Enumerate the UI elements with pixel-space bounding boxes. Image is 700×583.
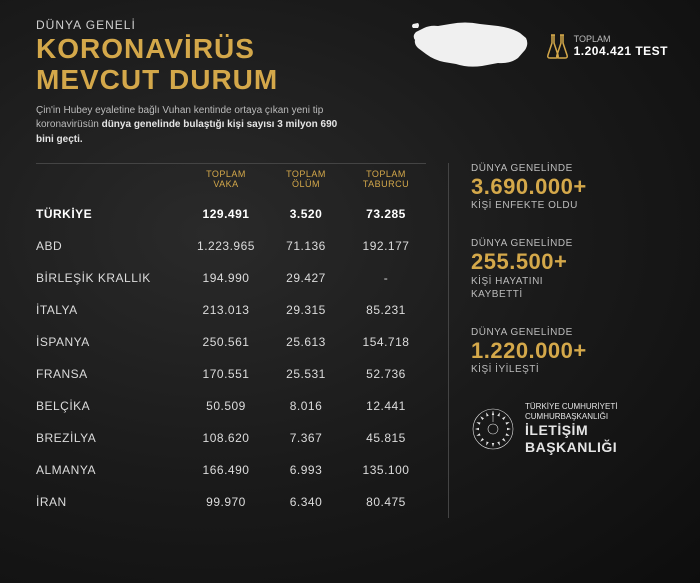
vertical-divider bbox=[448, 163, 449, 518]
stat-infected: DÜNYA GENELİNDE 3.690.000+ KİŞİ ENFEKTE … bbox=[471, 163, 668, 212]
td-deaths: 3.520 bbox=[266, 207, 346, 221]
subtitle: Çin'in Hubey eyaletine bağlı Vuhan kenti… bbox=[36, 104, 346, 148]
table-row: BİRLEŞİK KRALLIK194.99029.427- bbox=[36, 262, 426, 294]
td-discharged: 85.231 bbox=[346, 303, 426, 317]
td-cases: 170.551 bbox=[186, 367, 266, 381]
stat-recovered: DÜNYA GENELİNDE 1.220.000+ KİŞİ İYİLEŞTİ bbox=[471, 327, 668, 376]
td-cases: 129.491 bbox=[186, 207, 266, 221]
td-cases: 50.509 bbox=[186, 399, 266, 413]
logo-line-3: İLETİŞİM bbox=[525, 422, 617, 440]
td-country: İRAN bbox=[36, 495, 186, 509]
td-country: TÜRKİYE bbox=[36, 207, 186, 221]
td-discharged: 52.736 bbox=[346, 367, 426, 381]
seal-icon bbox=[471, 407, 515, 451]
title-line-1: KORONAVİRÜS bbox=[36, 33, 255, 64]
td-country: ABD bbox=[36, 239, 186, 253]
table-row: FRANSA170.55125.53152.736 bbox=[36, 358, 426, 390]
td-country: BREZİLYA bbox=[36, 431, 186, 445]
td-deaths: 7.367 bbox=[266, 431, 346, 445]
th-deaths: TOPLAMÖLÜM bbox=[266, 170, 346, 190]
table-row: TÜRKİYE129.4913.52073.285 bbox=[36, 198, 426, 230]
td-deaths: 6.340 bbox=[266, 495, 346, 509]
table-row: İTALYA213.01329.31585.231 bbox=[36, 294, 426, 326]
th-country bbox=[36, 170, 186, 190]
td-discharged: 45.815 bbox=[346, 431, 426, 445]
td-discharged: 135.100 bbox=[346, 463, 426, 477]
footer-logo: TÜRKİYE CUMHURİYETİ CUMHURBAŞKANLIĞI İLE… bbox=[471, 402, 668, 457]
table-row: BREZİLYA108.6207.36745.815 bbox=[36, 422, 426, 454]
stat-value: 3.690.000+ bbox=[471, 174, 668, 199]
stats-column: DÜNYA GENELİNDE 3.690.000+ KİŞİ ENFEKTE … bbox=[471, 163, 668, 518]
td-cases: 213.013 bbox=[186, 303, 266, 317]
table-row: İRAN99.9706.34080.475 bbox=[36, 486, 426, 518]
td-deaths: 25.531 bbox=[266, 367, 346, 381]
td-discharged: - bbox=[346, 271, 426, 285]
td-deaths: 6.993 bbox=[266, 463, 346, 477]
logo-line-2: CUMHURBAŞKANLIĞI bbox=[525, 412, 617, 422]
table-header: TOPLAMVAKA TOPLAMÖLÜM TOPLAMTABURCU bbox=[36, 168, 426, 198]
table-row: ABD1.223.96571.136192.177 bbox=[36, 230, 426, 262]
test-label: TOPLAM bbox=[574, 34, 668, 44]
stat-label: DÜNYA GENELİNDE bbox=[471, 238, 668, 249]
td-deaths: 25.613 bbox=[266, 335, 346, 349]
td-discharged: 80.475 bbox=[346, 495, 426, 509]
td-country: İTALYA bbox=[36, 303, 186, 317]
table-body: TÜRKİYE129.4913.52073.285ABD1.223.96571.… bbox=[36, 198, 426, 518]
td-discharged: 73.285 bbox=[346, 207, 426, 221]
td-discharged: 192.177 bbox=[346, 239, 426, 253]
stat-sub: KİŞİ İYİLEŞTİ bbox=[471, 363, 668, 376]
columns: TOPLAMVAKA TOPLAMÖLÜM TOPLAMTABURCU TÜRK… bbox=[36, 163, 668, 518]
turkey-map-icon bbox=[410, 18, 530, 73]
flask-icon bbox=[546, 33, 568, 59]
title-line-2: MEVCUT DURUM bbox=[36, 64, 278, 95]
td-cases: 99.970 bbox=[186, 495, 266, 509]
table-row: ALMANYA166.4906.993135.100 bbox=[36, 454, 426, 486]
infographic-container: TOPLAM 1.204.421 TEST DÜNYA GENELİ KORON… bbox=[0, 0, 700, 583]
td-country: ALMANYA bbox=[36, 463, 186, 477]
td-deaths: 29.427 bbox=[266, 271, 346, 285]
td-deaths: 8.016 bbox=[266, 399, 346, 413]
td-discharged: 154.718 bbox=[346, 335, 426, 349]
td-country: FRANSA bbox=[36, 367, 186, 381]
table-row: İSPANYA250.56125.613154.718 bbox=[36, 326, 426, 358]
td-cases: 1.223.965 bbox=[186, 239, 266, 253]
stat-value: 255.500+ bbox=[471, 249, 668, 274]
test-value: 1.204.421 TEST bbox=[574, 44, 668, 58]
td-cases: 166.490 bbox=[186, 463, 266, 477]
td-cases: 194.990 bbox=[186, 271, 266, 285]
th-discharged: TOPLAMTABURCU bbox=[346, 170, 426, 190]
td-discharged: 12.441 bbox=[346, 399, 426, 413]
logo-text: TÜRKİYE CUMHURİYETİ CUMHURBAŞKANLIĞI İLE… bbox=[525, 402, 617, 457]
td-country: BELÇİKA bbox=[36, 399, 186, 413]
stat-sub: KİŞİ ENFEKTE OLDU bbox=[471, 199, 668, 212]
stat-label: DÜNYA GENELİNDE bbox=[471, 163, 668, 174]
table-row: BELÇİKA50.5098.01612.441 bbox=[36, 390, 426, 422]
td-cases: 108.620 bbox=[186, 431, 266, 445]
stat-label: DÜNYA GENELİNDE bbox=[471, 327, 668, 338]
test-block: TOPLAM 1.204.421 TEST bbox=[546, 33, 668, 59]
td-country: İSPANYA bbox=[36, 335, 186, 349]
td-country: BİRLEŞİK KRALLIK bbox=[36, 271, 186, 285]
td-deaths: 71.136 bbox=[266, 239, 346, 253]
stat-deaths: DÜNYA GENELİNDE 255.500+ KİŞİ HAYATINIKA… bbox=[471, 238, 668, 300]
td-cases: 250.561 bbox=[186, 335, 266, 349]
th-cases: TOPLAMVAKA bbox=[186, 170, 266, 190]
logo-line-4: BAŞKANLIĞI bbox=[525, 439, 617, 457]
table-column: TOPLAMVAKA TOPLAMÖLÜM TOPLAMTABURCU TÜRK… bbox=[36, 163, 426, 518]
stat-sub: KİŞİ HAYATINIKAYBETTİ bbox=[471, 275, 668, 301]
logo-line-1: TÜRKİYE CUMHURİYETİ bbox=[525, 402, 617, 412]
table-divider bbox=[36, 163, 426, 164]
top-right-area: TOPLAM 1.204.421 TEST bbox=[410, 18, 668, 73]
stat-value: 1.220.000+ bbox=[471, 338, 668, 363]
td-deaths: 29.315 bbox=[266, 303, 346, 317]
